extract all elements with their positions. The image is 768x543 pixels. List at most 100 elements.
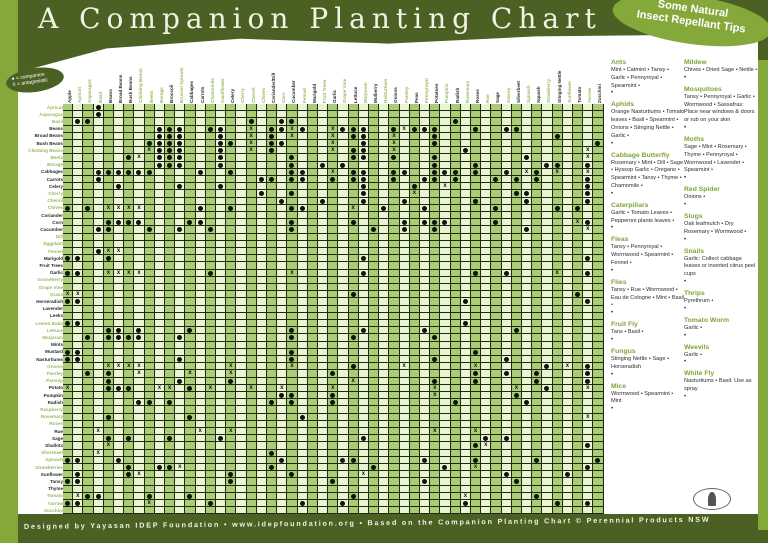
- grid-cell: [93, 370, 104, 378]
- grid-cell: [216, 341, 227, 349]
- grid-cell: [522, 255, 533, 263]
- grid-cell: [573, 226, 584, 234]
- tip-body: Garlic: Collect cabbage leaves or invert…: [684, 255, 756, 278]
- antagonist-x-icon: x: [185, 370, 196, 378]
- grid-cell: [348, 255, 359, 263]
- column-header: Apple: [67, 90, 72, 103]
- grid-cell: [256, 464, 267, 472]
- grid-cell: [267, 219, 278, 227]
- grid-cell: [593, 176, 604, 184]
- grid-cell: [93, 276, 104, 284]
- grid-cell: [562, 464, 573, 472]
- grid-cell: [216, 197, 227, 205]
- grid-cell: [532, 435, 543, 443]
- grid-cell: [256, 219, 267, 227]
- companion-dot-icon: [103, 384, 114, 392]
- grid-cell: [369, 348, 380, 356]
- grid-cell: [542, 348, 553, 356]
- grid-cell: [338, 435, 349, 443]
- grid-cell: [73, 485, 84, 493]
- grid-cell: [256, 147, 267, 155]
- companion-dot-icon: [430, 334, 441, 342]
- tip-separator: •: [611, 190, 614, 197]
- grid-cell: [165, 305, 176, 313]
- grid-cell: [481, 284, 492, 292]
- grid-cell: [287, 435, 298, 443]
- grid-cell: [501, 507, 512, 515]
- grid-cell: [379, 276, 390, 284]
- grid-cell: [246, 478, 257, 486]
- grid-cell: [562, 449, 573, 457]
- tip-separator: •: [684, 305, 687, 312]
- grid-cell: [236, 262, 247, 270]
- grid-cell: [175, 485, 186, 493]
- antagonist-x-icon: x: [287, 125, 298, 133]
- grid-cell: [277, 284, 288, 292]
- grid-cell: [542, 500, 553, 508]
- row-header: Raspberry: [40, 406, 63, 412]
- grid-cell: [471, 204, 482, 212]
- grid-cell: [287, 413, 298, 421]
- grid-cell: [144, 269, 155, 277]
- grid-cell: [307, 478, 318, 486]
- grid-cell: [154, 212, 165, 220]
- grid-cell: [501, 140, 512, 148]
- grid-cell: [450, 406, 461, 414]
- grid-cell: [307, 233, 318, 241]
- grid-cell: [399, 334, 410, 342]
- antagonist-x-icon: x: [103, 269, 114, 277]
- grid-cell: [246, 197, 257, 205]
- grid-cell: [318, 413, 329, 421]
- grid-cell: [450, 327, 461, 335]
- grid-cell: [522, 377, 533, 385]
- grid-cell: [124, 183, 135, 191]
- grid-cell: [73, 284, 84, 292]
- grid-cell: [246, 104, 257, 112]
- grid-cell: [144, 413, 155, 421]
- grid-cell: [246, 456, 257, 464]
- grid-cell: [277, 399, 288, 407]
- grid-cell: [471, 334, 482, 342]
- grid-cell: [144, 485, 155, 493]
- grid-cell: [154, 348, 165, 356]
- grid-cell: [267, 485, 278, 493]
- grid-cell: [73, 219, 84, 227]
- grid-cell: [573, 298, 584, 306]
- grid-cell: [562, 190, 573, 198]
- grid-cell: [318, 312, 329, 320]
- grid-cell: [379, 212, 390, 220]
- companion-dot-icon: [399, 219, 410, 227]
- grid-cell: [195, 471, 206, 479]
- grid-cell: [573, 377, 584, 385]
- grid-cell: [114, 312, 125, 320]
- grid-cell: [297, 334, 308, 342]
- grid-cell: [83, 384, 94, 392]
- grid-cell: [491, 449, 502, 457]
- grid-cell: [297, 370, 308, 378]
- grid-cell: [379, 327, 390, 335]
- grid-cell: [501, 442, 512, 450]
- grid-cell: [185, 204, 196, 212]
- grid-cell: [369, 190, 380, 198]
- grid-cell: [267, 348, 278, 356]
- grid-cell: [246, 413, 257, 421]
- grid-cell: [542, 334, 553, 342]
- grid-cell: [195, 370, 206, 378]
- grid-cell: [491, 392, 502, 400]
- column-header: Beets: [148, 90, 154, 103]
- grid-cell: [93, 348, 104, 356]
- grid-cell: [409, 507, 420, 515]
- grid-cell: [318, 392, 329, 400]
- grid-cell: [93, 298, 104, 306]
- grid-cell: [185, 471, 196, 479]
- grid-cell: [103, 464, 114, 472]
- grid-cell: [399, 154, 410, 162]
- grid-cell: [256, 334, 267, 342]
- column-header: Cherry: [240, 88, 246, 103]
- grid-cell: [236, 406, 247, 414]
- grid-cell: [430, 269, 441, 277]
- grid-cell: [134, 226, 145, 234]
- grid-cell: [379, 356, 390, 364]
- grid-cell: [165, 255, 176, 263]
- grid-cell: [409, 478, 420, 486]
